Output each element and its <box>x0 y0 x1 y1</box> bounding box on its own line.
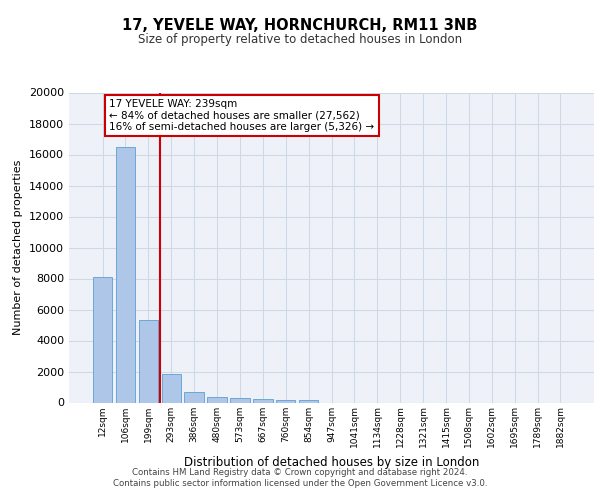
Text: Contains HM Land Registry data © Crown copyright and database right 2024.
Contai: Contains HM Land Registry data © Crown c… <box>113 468 487 487</box>
Bar <box>230 398 250 402</box>
Bar <box>139 320 158 402</box>
X-axis label: Distribution of detached houses by size in London: Distribution of detached houses by size … <box>184 456 479 468</box>
Text: 17 YEVELE WAY: 239sqm
← 84% of detached houses are smaller (27,562)
16% of semi-: 17 YEVELE WAY: 239sqm ← 84% of detached … <box>109 98 374 132</box>
Text: 17, YEVELE WAY, HORNCHURCH, RM11 3NB: 17, YEVELE WAY, HORNCHURCH, RM11 3NB <box>122 18 478 32</box>
Text: Size of property relative to detached houses in London: Size of property relative to detached ho… <box>138 32 462 46</box>
Bar <box>93 277 112 402</box>
Bar <box>116 147 135 403</box>
Bar <box>299 400 319 402</box>
Bar <box>208 397 227 402</box>
Bar <box>253 399 272 402</box>
Bar <box>184 392 204 402</box>
Y-axis label: Number of detached properties: Number of detached properties <box>13 160 23 335</box>
Bar <box>276 400 295 402</box>
Bar <box>161 374 181 402</box>
